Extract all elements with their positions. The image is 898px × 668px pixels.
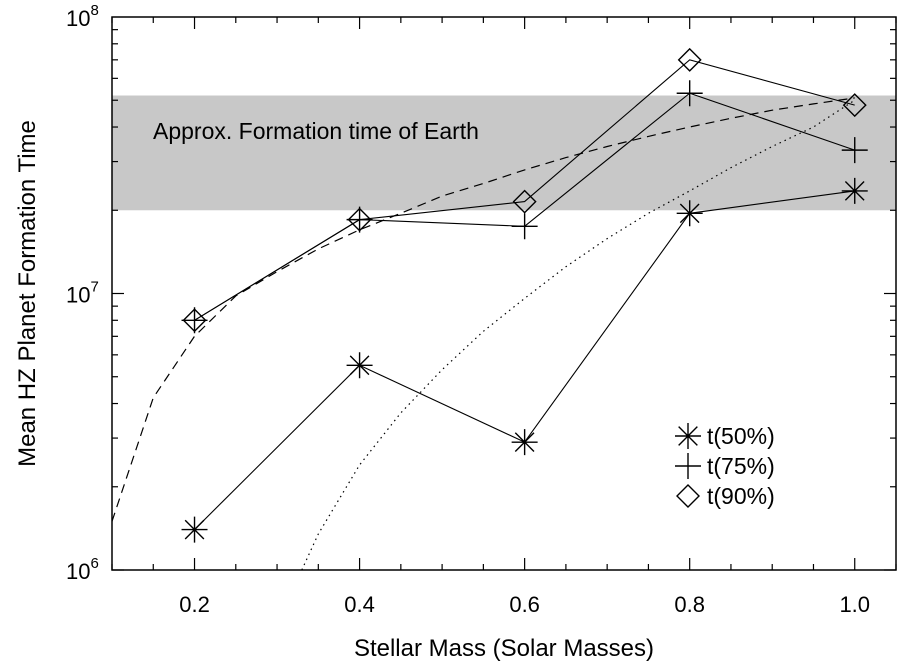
x-tick-labels: 0.2 0.4 0.6 0.8 1.0	[179, 592, 870, 617]
y-tick-label: 108	[66, 2, 99, 31]
y-tick-label: 107	[66, 279, 99, 308]
y-tick-label: 106	[66, 555, 99, 584]
data-point-1-2	[511, 213, 538, 240]
earth-formation-band	[112, 95, 896, 211]
legend-label-1: t(75%)	[707, 453, 775, 479]
axis-ticks	[111, 17, 897, 571]
y-tick-labels: 106 107 108	[66, 2, 99, 584]
dotted-curve-1	[301, 99, 856, 571]
model-curves	[111, 97, 856, 571]
data-point-0-1	[346, 352, 373, 379]
data-point-2-4	[842, 93, 867, 118]
legend-marker-0	[675, 423, 701, 449]
data-point-2-3	[677, 47, 702, 72]
legend-label-2: t(90%)	[707, 483, 775, 509]
data-point-2-0	[182, 308, 207, 333]
x-axis-title: Stellar Mass (Solar Masses)	[354, 635, 654, 662]
data-point-0-4	[841, 177, 868, 204]
legend-label-0: t(50%)	[707, 423, 775, 449]
data-point-0-2	[511, 429, 538, 456]
x-tick-label: 0.8	[674, 592, 705, 617]
x-tick-label: 0.4	[344, 592, 375, 617]
data-series	[181, 47, 868, 543]
x-tick-label: 0.2	[179, 592, 210, 617]
x-tick-label: 0.6	[509, 592, 540, 617]
series-line-2	[194, 59, 855, 321]
legend: t(50%) t(75%) t(90%)	[675, 423, 775, 509]
data-point-0-0	[181, 516, 208, 543]
legend-marker-2	[676, 484, 700, 508]
data-point-1-3	[676, 80, 703, 107]
data-point-0-3	[676, 200, 703, 227]
data-point-1-4	[841, 137, 868, 164]
band-label: Approx. Formation time of Earth	[153, 118, 479, 144]
x-tick-label: 1.0	[839, 592, 870, 617]
data-point-2-1	[347, 207, 372, 232]
dashed-curve-0	[111, 97, 855, 522]
legend-marker-1	[675, 453, 701, 479]
data-point-2-2	[512, 189, 537, 214]
y-axis-title: Mean HZ Planet Formation Time	[14, 120, 41, 467]
